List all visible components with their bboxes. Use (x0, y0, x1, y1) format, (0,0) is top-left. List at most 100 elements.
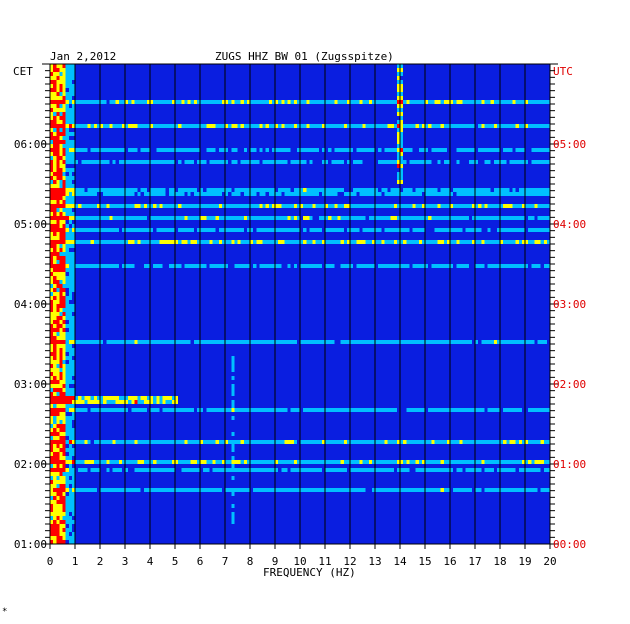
heatmap-cell (268, 188, 272, 192)
heatmap-cell (106, 408, 110, 412)
heatmap-cell (71, 460, 76, 464)
heatmap-cell (528, 216, 532, 220)
heatmap-cell (443, 204, 447, 208)
heatmap-cell (428, 100, 432, 104)
heatmap-cell (59, 528, 63, 532)
heatmap-cell (353, 160, 357, 164)
heatmap-cell (65, 136, 69, 140)
heatmap-cell (328, 188, 332, 192)
heatmap-cell (159, 400, 163, 404)
heatmap-cell (68, 276, 72, 280)
heatmap-cell (500, 488, 504, 492)
heatmap-cell (250, 460, 254, 464)
heatmap-cell (359, 488, 363, 492)
heatmap-cell (384, 100, 388, 104)
heatmap-cell (496, 124, 501, 128)
heatmap-cell (518, 100, 522, 104)
heatmap-cell (262, 160, 266, 164)
heatmap-cell (387, 100, 391, 104)
heatmap-cell (300, 240, 304, 244)
heatmap-cell (496, 148, 501, 152)
heatmap-cell (187, 440, 191, 444)
heatmap-cell (340, 216, 344, 220)
heatmap-cell (90, 160, 94, 164)
heatmap-cell (425, 264, 429, 268)
heatmap-cell (106, 228, 110, 232)
heatmap-cell (415, 160, 419, 164)
heatmap-cell (75, 148, 79, 152)
heatmap-cell (56, 76, 60, 80)
heatmap-cell (415, 100, 419, 104)
heatmap-cell (156, 192, 160, 196)
heatmap-cell (193, 192, 197, 196)
heatmap-cell (128, 264, 132, 268)
heatmap-cell (68, 108, 72, 112)
heatmap-cell (490, 488, 494, 492)
heatmap-cell (71, 400, 76, 404)
heatmap-cell (440, 192, 444, 196)
heatmap-cell (496, 160, 501, 164)
heatmap-cell (71, 332, 76, 336)
heatmap-cell (50, 164, 54, 168)
heatmap-cell (450, 228, 454, 232)
heatmap-cell (518, 124, 522, 128)
heatmap-cell (140, 240, 144, 244)
heatmap-cell (490, 216, 494, 220)
heatmap-cell (300, 160, 304, 164)
heatmap-cell (53, 484, 57, 488)
heatmap-cell (546, 460, 551, 464)
heatmap-cell (331, 228, 335, 232)
heatmap-cell (231, 376, 235, 380)
heatmap-cell (75, 228, 79, 232)
heatmap-cell (128, 100, 132, 104)
heatmap-cell (143, 216, 147, 220)
heatmap-cell (231, 400, 235, 404)
heatmap-cell (65, 84, 69, 88)
heatmap-cell (196, 240, 201, 244)
heatmap-cell (406, 440, 410, 444)
heatmap-cell (59, 200, 63, 204)
heatmap-cell (265, 188, 269, 192)
heatmap-cell (250, 188, 254, 192)
heatmap-cell (221, 100, 226, 104)
heatmap-cell (396, 240, 401, 244)
heatmap-cell (393, 216, 397, 220)
heatmap-cell (56, 68, 60, 72)
heatmap-cell (159, 468, 163, 472)
heatmap-cell (143, 148, 147, 152)
heatmap-cell (59, 212, 63, 216)
heatmap-cell (203, 460, 207, 464)
heatmap-cell (175, 204, 179, 208)
heatmap-cell (87, 240, 91, 244)
heatmap-cell (53, 196, 57, 200)
heatmap-cell (465, 228, 469, 232)
heatmap-cell (278, 340, 282, 344)
heatmap-cell (287, 216, 291, 220)
heatmap-cell (59, 84, 63, 88)
heatmap-cell (403, 160, 407, 164)
heatmap-cell (325, 228, 329, 232)
heatmap-cell (453, 188, 457, 192)
heatmap-cell (343, 460, 347, 464)
heatmap-cell (65, 152, 69, 156)
heatmap-cell (268, 468, 272, 472)
heatmap-cell (59, 156, 63, 160)
heatmap-cell (478, 264, 482, 268)
heatmap-cell (434, 468, 438, 472)
heatmap-cell (396, 76, 401, 80)
heatmap-cell (75, 264, 79, 268)
heatmap-cell (215, 240, 219, 244)
heatmap-cell (153, 124, 157, 128)
heatmap-cell (50, 392, 54, 396)
heatmap-cell (393, 124, 397, 128)
heatmap-cell (175, 216, 179, 220)
heatmap-cell (490, 468, 494, 472)
heatmap-cell (346, 488, 351, 492)
heatmap-cell (509, 440, 513, 444)
heatmap-cell (225, 228, 229, 232)
heatmap-cell (340, 124, 344, 128)
heatmap-cell (131, 240, 135, 244)
heatmap-cell (393, 192, 397, 196)
heatmap-cell (62, 220, 66, 224)
heatmap-cell (53, 380, 57, 384)
